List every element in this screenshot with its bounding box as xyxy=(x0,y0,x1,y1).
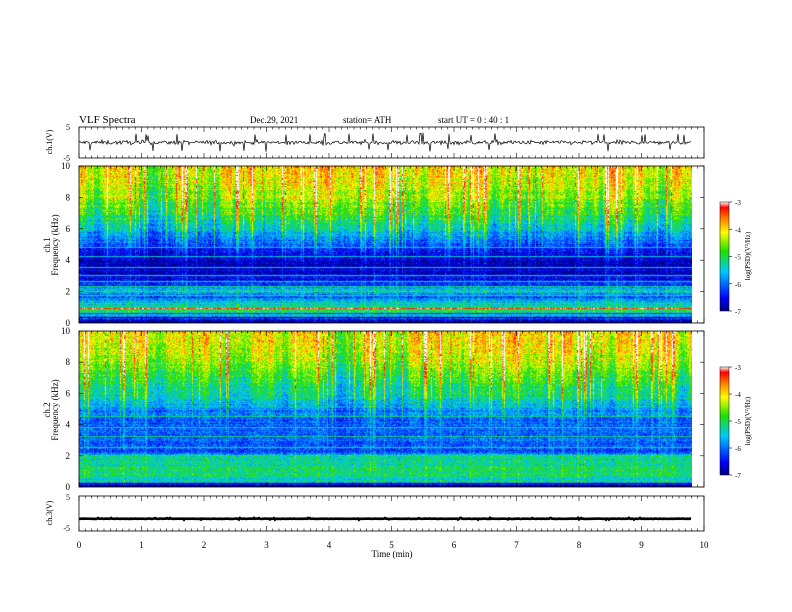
ch1-colorbar-tick--6: -6 xyxy=(735,281,741,289)
date-label: Dec.29, 2021 xyxy=(250,115,298,125)
ch2-colorbar-tick--5: -5 xyxy=(735,418,741,426)
ch1-spectrogram-ylabel-frequency: Frequency (kHz) xyxy=(50,214,60,275)
time-axis-tick-labels: 0 1 2 3 4 5 6 7 8 9 10 xyxy=(77,540,709,550)
ch1-colorbar-tick--4: -4 xyxy=(735,226,741,234)
ch1-waveform-ytick-bottom: -5 xyxy=(63,154,70,163)
ch1-colorbar-tick--5: -5 xyxy=(735,254,741,262)
ch2-spectrogram-ytick-8: 8 xyxy=(66,357,71,367)
time-axis-tick-10: 10 xyxy=(700,540,710,550)
ch1-spectrogram-ticks xyxy=(78,166,705,323)
ch2-spectrogram-ylabel-channel: ch.2 xyxy=(42,402,52,417)
time-axis-tick-3: 3 xyxy=(264,540,269,550)
ch1-spectrogram-ytick-10: 10 xyxy=(61,161,71,171)
time-axis-tick-0: 0 xyxy=(77,540,82,550)
ch2-colorbar: -3 -4 -5 -6 -7 log(PSD)(V²/Hz) xyxy=(719,364,752,480)
ch1-colorbar-label: log(PSD)(V²/Hz) xyxy=(744,231,752,280)
figure-title: VLF Spectra xyxy=(79,114,136,126)
time-axis-tick-4: 4 xyxy=(327,540,332,550)
ch3-waveform-ticks xyxy=(78,496,705,531)
ch1-spectrogram-ytick-6: 6 xyxy=(66,224,71,234)
time-axis-tick-1: 1 xyxy=(139,540,144,550)
ch1-colorbar-ticks: -3 -4 -5 -6 -7 xyxy=(729,199,741,316)
ch2-spectrogram-ytick-2: 2 xyxy=(66,451,71,461)
ch1-waveform-trace xyxy=(78,132,692,152)
time-axis-tick-6: 6 xyxy=(452,540,457,550)
ch2-spectrogram-yticks: 0 2 4 6 8 10 xyxy=(61,326,704,492)
ch1-spectrogram-ytick-2: 2 xyxy=(66,287,71,297)
ch3-waveform-trace xyxy=(78,515,692,522)
ch1-colorbar-tick--7: -7 xyxy=(735,308,741,316)
ch2-colorbar-tick--6: -6 xyxy=(735,445,741,453)
time-axis-tick-8: 8 xyxy=(577,540,582,550)
ch1-spectrogram-ytick-8: 8 xyxy=(66,192,71,202)
time-axis-tick-5: 5 xyxy=(389,540,394,550)
ch3-waveform-ytick-top: 5 xyxy=(66,493,70,502)
ch2-spectrogram-panel: ch.2 Frequency (kHz) 0 2 4 6 8 10 -3 -4 -5 -6 -7 … xyxy=(42,326,752,492)
ch3-waveform-ylabel: ch.3(V) xyxy=(45,500,54,525)
station-label: station= ATH xyxy=(343,115,392,125)
ch1-spectrogram-yticks: 0 2 4 6 8 10 xyxy=(61,161,704,328)
ch1-waveform-ylabel: ch.1(V) xyxy=(45,129,54,154)
ch2-colorbar-tick--4: -4 xyxy=(735,391,741,399)
ch3-waveform-frame xyxy=(78,495,705,532)
ch2-spectrogram-ytick-10: 10 xyxy=(61,326,71,336)
ch1-waveform-panel: ch.1(V) 5 -5 xyxy=(45,123,705,163)
ch2-colorbar-tick--7: -7 xyxy=(735,472,741,480)
ch1-colorbar: -3 -4 -5 -6 -7 log(PSD)(V²/Hz) xyxy=(719,199,752,316)
time-axis-tick-9: 9 xyxy=(639,540,644,550)
ch2-colorbar-scale xyxy=(719,366,730,476)
ch1-waveform-ytick-top: 5 xyxy=(66,123,70,132)
ch1-spectrogram-ytick-4: 4 xyxy=(66,255,71,265)
ch2-colorbar-label: log(PSD)(V²/Hz) xyxy=(744,396,752,445)
ch1-waveform-ticks xyxy=(78,127,705,158)
ch2-colorbar-tick--3: -3 xyxy=(735,364,741,372)
figure-header: VLF Spectra Dec.29, 2021 station= ATH st… xyxy=(79,114,509,126)
ch1-colorbar-tick--3: -3 xyxy=(735,199,741,207)
ch2-spectrogram-ytick-4: 4 xyxy=(66,420,71,430)
ch3-waveform-panel: ch.3(V) 5 -5 xyxy=(45,493,705,533)
ch1-spectrogram-panel: ch.1 Frequency (kHz) 0 2 4 6 8 10 -3 -4 -5 -6 -7 … xyxy=(42,161,752,328)
start-ut-label: start UT = 0 : 40 : 1 xyxy=(438,115,509,125)
ch1-spectrogram-ytick-0: 0 xyxy=(66,318,71,328)
time-axis-label: Time (min) xyxy=(372,549,413,559)
time-axis-tick-2: 2 xyxy=(202,540,207,550)
ch2-spectrogram-image xyxy=(79,331,692,487)
ch1-spectrogram-ylabel-channel: ch.1 xyxy=(42,237,52,252)
ch3-waveform-ytick-bottom: -5 xyxy=(63,524,70,533)
ch2-spectrogram-ytick-0: 0 xyxy=(66,482,71,492)
time-axis-tick-7: 7 xyxy=(514,540,519,550)
ch2-spectrogram-ylabel-frequency: Frequency (kHz) xyxy=(50,379,60,440)
ch2-spectrogram-ytick-6: 6 xyxy=(66,388,71,398)
ch1-spectrogram-image xyxy=(79,166,692,323)
ch2-colorbar-ticks: -3 -4 -5 -6 -7 xyxy=(729,364,741,480)
ch2-spectrogram-ticks xyxy=(78,331,705,487)
ch1-colorbar-scale xyxy=(719,201,730,312)
